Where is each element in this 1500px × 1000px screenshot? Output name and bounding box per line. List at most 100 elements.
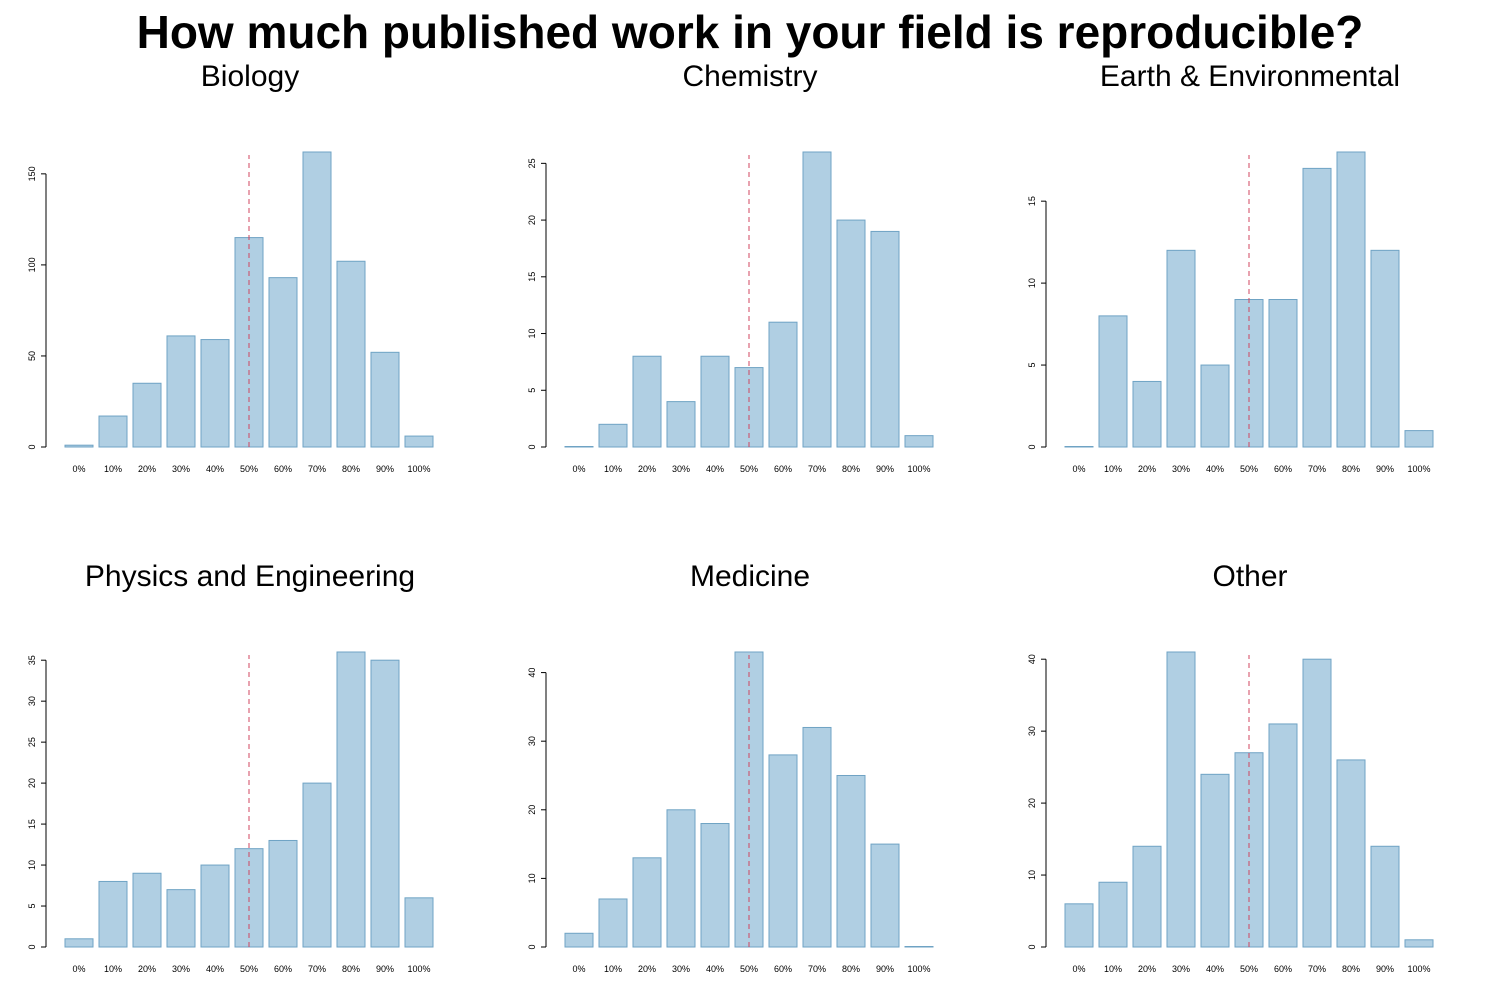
- x-tick-label-other-5: 50%: [1240, 964, 1258, 974]
- bar-medicine-8: [836, 774, 866, 948]
- x-tick-label-earth-environmental-0: 0%: [1072, 464, 1085, 474]
- x-tick-label-biology-9: 90%: [376, 464, 394, 474]
- x-tick-label-physics-engineering-5: 50%: [240, 964, 258, 974]
- x-tick-label-biology-0: 0%: [72, 464, 85, 474]
- bar-physics-engineering-2: [132, 872, 162, 948]
- bar-earth-environmental-4: [1200, 364, 1230, 448]
- x-tick-label-earth-environmental-9: 90%: [1376, 464, 1394, 474]
- bar-earth-environmental-7: [1302, 167, 1332, 448]
- y-tick-label-chemistry-5: 25: [527, 158, 537, 168]
- y-tick-label-physics-engineering-7: 35: [27, 655, 37, 665]
- bar-biology-0: [64, 444, 94, 448]
- bar-earth-environmental-0: [1064, 446, 1094, 448]
- bar-biology-2: [132, 382, 162, 448]
- x-tick-label-other-7: 70%: [1308, 964, 1326, 974]
- bar-physics-engineering-4: [200, 864, 230, 948]
- bar-biology-6: [268, 277, 298, 448]
- chart-panel-biology: Biology 0% 10% 20% 30% 40% 50% 60% 70% 80% 90% 100…: [0, 0, 500, 500]
- x-tick-label-earth-environmental-3: 30%: [1172, 464, 1190, 474]
- x-tick-label-biology-2: 20%: [138, 464, 156, 474]
- x-tick-label-chemistry-4: 40%: [706, 464, 724, 474]
- bar-other-8: [1336, 759, 1366, 948]
- x-tick-label-physics-engineering-3: 30%: [172, 964, 190, 974]
- x-tick-label-medicine-4: 40%: [706, 964, 724, 974]
- bar-chemistry-9: [870, 230, 900, 448]
- bar-earth-environmental-2: [1132, 380, 1162, 448]
- x-tick-label-other-8: 80%: [1342, 964, 1360, 974]
- x-tick-label-biology-7: 70%: [308, 464, 326, 474]
- x-tick-label-physics-engineering-7: 70%: [308, 964, 326, 974]
- bar-physics-engineering-6: [268, 839, 298, 948]
- x-tick-label-earth-environmental-8: 80%: [1342, 464, 1360, 474]
- bar-physics-engineering-7: [302, 782, 332, 948]
- x-tick-label-physics-engineering-8: 80%: [342, 964, 360, 974]
- y-tick-label-medicine-3: 30: [527, 736, 537, 746]
- bar-biology-9: [370, 351, 400, 448]
- x-tick-label-medicine-3: 30%: [672, 964, 690, 974]
- bar-biology-3: [166, 335, 196, 448]
- x-tick-label-chemistry-3: 30%: [672, 464, 690, 474]
- bar-chemistry-6: [768, 321, 798, 448]
- y-tick-label-physics-engineering-1: 5: [27, 904, 37, 909]
- x-tick-label-chemistry-5: 50%: [740, 464, 758, 474]
- bar-other-10: [1404, 939, 1434, 948]
- bar-other-6: [1268, 723, 1298, 948]
- bar-medicine-1: [598, 898, 628, 948]
- x-tick-label-biology-8: 80%: [342, 464, 360, 474]
- chart-svg-earth-environmental: 0% 10% 20% 30% 40% 50% 60% 70% 80% 90% 100% 0 5 10 15: [1027, 151, 1434, 474]
- y-tick-label-biology-3: 150: [27, 166, 37, 181]
- chart-svg-other: 0% 10% 20% 30% 40% 50% 60% 70% 80% 90% 100% 0 10 20 30…: [1027, 651, 1434, 974]
- chart-title-physics-engineering: Physics and Engineering: [84, 560, 416, 593]
- bar-earth-environmental-8: [1336, 151, 1366, 448]
- x-tick-label-physics-engineering-6: 60%: [274, 964, 292, 974]
- chart-title-biology: Biology: [200, 60, 300, 93]
- x-tick-label-medicine-10: 100%: [907, 964, 930, 974]
- bar-earth-environmental-10: [1404, 430, 1434, 448]
- y-tick-label-chemistry-4: 20: [527, 215, 537, 225]
- bar-earth-environmental-6: [1268, 299, 1298, 448]
- bar-earth-environmental-3: [1166, 249, 1196, 448]
- x-tick-label-other-4: 40%: [1206, 964, 1224, 974]
- chart-svg-physics-engineering: 0% 10% 20% 30% 40% 50% 60% 70% 80% 90% 100% 0 5 10 15 2…: [27, 651, 434, 974]
- chart-svg-chemistry: 0% 10% 20% 30% 40% 50% 60% 70% 80% 90% 100% 0 5 10 15 2…: [527, 151, 934, 474]
- bar-physics-engineering-10: [404, 897, 434, 948]
- x-tick-label-medicine-0: 0%: [572, 964, 585, 974]
- x-tick-label-physics-engineering-0: 0%: [72, 964, 85, 974]
- bar-physics-engineering-8: [336, 651, 366, 948]
- chart-panel-physics-engineering: Physics and Engineering 0% 10% 20% 30% 40% 50…: [0, 500, 500, 1000]
- chart-panel-medicine: Medicine 0% 10% 20% 30% 40% 50% 60% 70% 80% 90% 10…: [500, 500, 1000, 1000]
- x-tick-label-physics-engineering-4: 40%: [206, 964, 224, 974]
- y-tick-label-medicine-1: 10: [527, 873, 537, 883]
- y-tick-label-physics-engineering-4: 20: [27, 778, 37, 788]
- y-tick-label-physics-engineering-2: 10: [27, 860, 37, 870]
- y-tick-label-biology-1: 50: [27, 351, 37, 361]
- chart-svg-medicine: 0% 10% 20% 30% 40% 50% 60% 70% 80% 90% 100% 0 10 20 30…: [527, 651, 934, 974]
- y-tick-label-chemistry-0: 0: [527, 444, 537, 449]
- bar-other-9: [1370, 845, 1400, 948]
- bar-medicine-6: [768, 754, 798, 948]
- x-tick-label-chemistry-9: 90%: [876, 464, 894, 474]
- bar-medicine-3: [666, 809, 696, 948]
- chart-title-medicine: Medicine: [689, 560, 811, 593]
- bar-chemistry-0: [564, 446, 594, 448]
- y-tick-label-biology-0: 0: [27, 444, 37, 449]
- x-tick-label-chemistry-2: 20%: [638, 464, 656, 474]
- bar-physics-engineering-0: [64, 938, 94, 948]
- bar-biology-1: [98, 415, 128, 448]
- bar-medicine-7: [802, 726, 832, 948]
- x-tick-label-other-1: 10%: [1104, 964, 1122, 974]
- bar-other-7: [1302, 658, 1332, 948]
- x-tick-label-other-0: 0%: [1072, 964, 1085, 974]
- x-tick-label-biology-4: 40%: [206, 464, 224, 474]
- bar-chemistry-2: [632, 355, 662, 448]
- x-tick-label-biology-3: 30%: [172, 464, 190, 474]
- bar-other-4: [1200, 773, 1230, 948]
- y-tick-label-other-1: 10: [1027, 870, 1037, 880]
- x-tick-label-medicine-7: 70%: [808, 964, 826, 974]
- x-tick-label-biology-5: 50%: [240, 464, 258, 474]
- bar-biology-10: [404, 435, 434, 448]
- x-tick-label-earth-environmental-2: 20%: [1138, 464, 1156, 474]
- y-tick-label-physics-engineering-6: 30: [27, 696, 37, 706]
- x-tick-label-chemistry-0: 0%: [572, 464, 585, 474]
- bar-earth-environmental-1: [1098, 315, 1128, 448]
